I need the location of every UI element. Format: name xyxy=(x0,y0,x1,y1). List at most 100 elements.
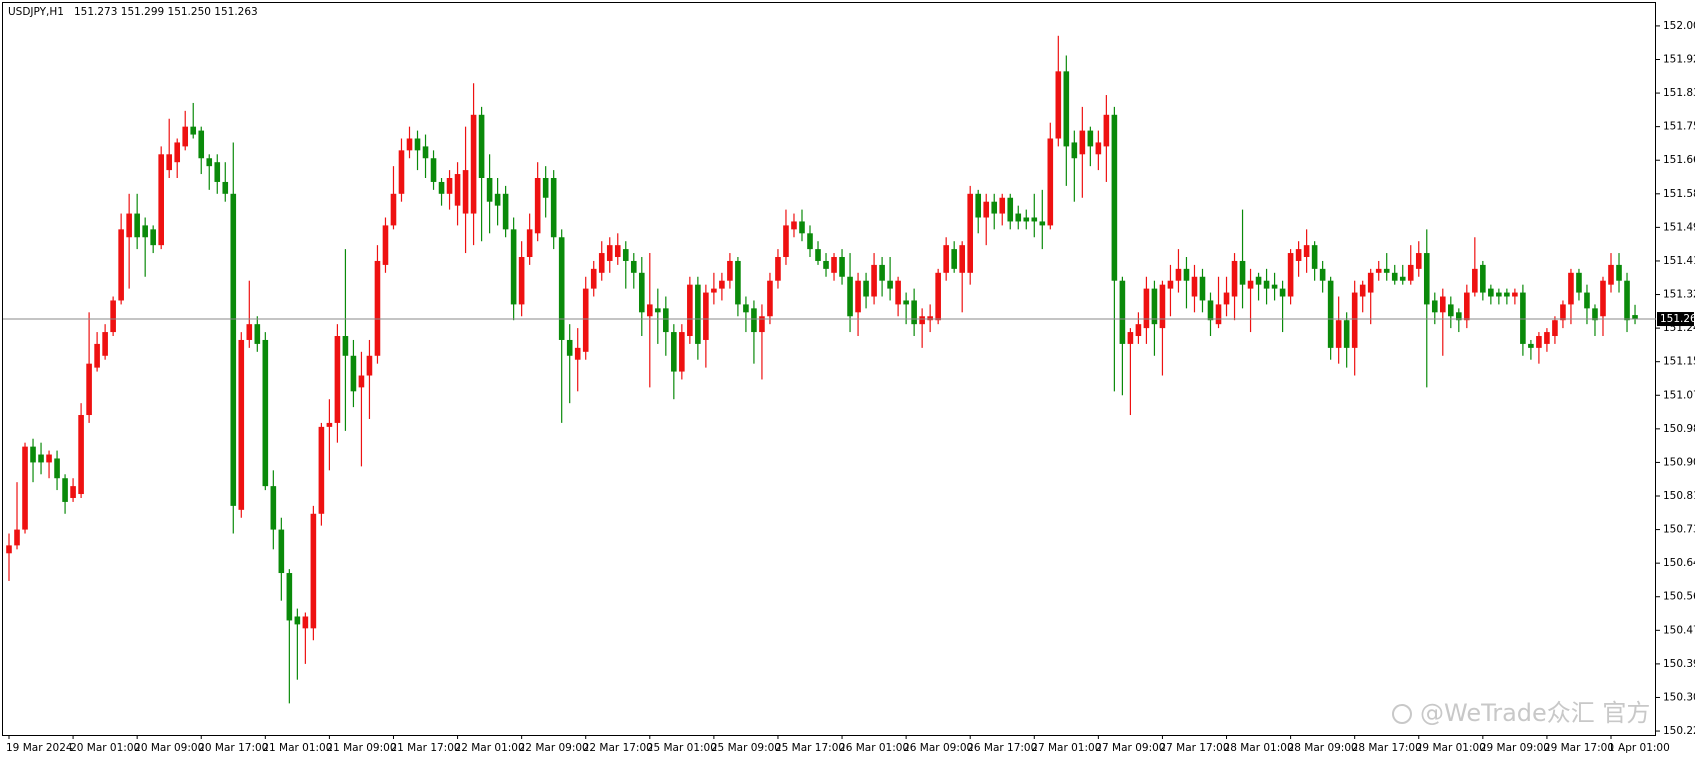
candle-body xyxy=(398,150,405,194)
x-tick-label: 22 Mar 17:00 xyxy=(583,742,653,754)
y-tick-label: 151.495 xyxy=(1663,221,1695,233)
candle-body xyxy=(1520,292,1526,344)
y-tick-label: 151.155 xyxy=(1663,356,1695,368)
candle-body xyxy=(1600,280,1606,317)
candle-body xyxy=(38,454,44,463)
x-tick-label: 22 Mar 09:00 xyxy=(519,742,589,754)
candle-body xyxy=(1375,268,1382,273)
candle-body xyxy=(727,260,733,281)
x-tick-label: 26 Mar 01:00 xyxy=(839,742,909,754)
candle-body xyxy=(110,300,116,333)
candle-body xyxy=(871,264,877,297)
candle-body xyxy=(1576,272,1582,293)
watermark: @WeTrade众汇 官方 xyxy=(1420,699,1650,727)
candle-body xyxy=(1279,288,1286,297)
candle-body xyxy=(614,245,621,258)
candle-body xyxy=(935,272,941,321)
candle-body xyxy=(606,245,613,261)
candle-body xyxy=(815,249,821,261)
y-tick-label: 151.580 xyxy=(1663,188,1695,200)
candle-body xyxy=(214,162,221,182)
candle-body xyxy=(887,280,893,289)
candle-body xyxy=(454,174,461,206)
candle-body xyxy=(1448,304,1454,317)
candle-body xyxy=(911,300,917,325)
y-tick-label: 151.750 xyxy=(1663,121,1695,133)
x-tick-label: 25 Mar 17:00 xyxy=(775,742,845,754)
y-tick-label: 151.070 xyxy=(1663,389,1695,401)
candle-body xyxy=(1351,292,1358,348)
candle-body xyxy=(638,272,645,313)
candle-body xyxy=(903,300,909,305)
candle-body xyxy=(1592,308,1598,321)
candle-body xyxy=(919,316,925,325)
x-tick-label: 21 Mar 09:00 xyxy=(326,742,396,754)
x-tick-label: 28 Mar 01:00 xyxy=(1224,742,1294,754)
candle-body xyxy=(1319,268,1326,281)
candle-body xyxy=(1423,253,1430,305)
candle-body xyxy=(1183,268,1190,281)
x-tick-label: 21 Mar 01:00 xyxy=(262,742,332,754)
x-tick-label: 27 Mar 01:00 xyxy=(1031,742,1101,754)
x-tick-label: 29 Mar 17:00 xyxy=(1544,742,1614,754)
candle-body xyxy=(550,178,557,238)
candle-body xyxy=(807,233,813,250)
candle-body xyxy=(1456,312,1462,321)
candle-body xyxy=(1472,268,1478,293)
candle-body xyxy=(1135,324,1142,337)
candle-body xyxy=(1335,320,1342,348)
candle-body xyxy=(406,138,413,151)
candle-body xyxy=(54,458,60,479)
candle-body xyxy=(1199,276,1206,301)
x-tick-label: 29 Mar 09:00 xyxy=(1480,742,1550,754)
candle-body xyxy=(743,304,749,313)
candle-body xyxy=(1159,284,1166,329)
candle-body xyxy=(374,260,381,356)
candle-body xyxy=(1560,304,1566,321)
candle-body xyxy=(975,193,982,218)
candle-body xyxy=(1231,260,1238,297)
candle-body xyxy=(1143,288,1150,329)
candle-body xyxy=(582,288,589,352)
candle-body xyxy=(1367,272,1374,293)
y-tick-label: 150.815 xyxy=(1663,490,1695,502)
x-tick-label: 29 Mar 01:00 xyxy=(1416,742,1486,754)
candle-body xyxy=(278,529,285,574)
candle-body xyxy=(711,288,717,293)
candle-body xyxy=(1063,71,1070,147)
candle-body xyxy=(462,170,469,214)
candle-body xyxy=(622,249,629,261)
candle-body xyxy=(94,343,100,368)
plot-frame xyxy=(2,2,1656,736)
candle-body xyxy=(430,158,437,182)
candle-body xyxy=(1071,142,1078,159)
x-tick-label: 1 Apr 01:00 xyxy=(1608,742,1670,754)
candle-body xyxy=(1095,142,1102,155)
candle-body xyxy=(230,193,237,506)
candle-body xyxy=(1191,276,1198,297)
candle-body xyxy=(655,308,661,313)
candle-body xyxy=(222,181,229,194)
candle-body xyxy=(158,154,164,246)
y-tick-label: 150.475 xyxy=(1663,624,1695,636)
y-tick-label: 150.985 xyxy=(1663,423,1695,435)
x-tick-label: 27 Mar 09:00 xyxy=(1095,742,1165,754)
candle-body xyxy=(863,280,869,297)
candle-body xyxy=(558,237,565,340)
candle-body xyxy=(78,415,84,495)
y-tick-label: 151.920 xyxy=(1663,53,1695,65)
candle-body xyxy=(126,213,132,238)
y-tick-label: 150.730 xyxy=(1663,524,1695,536)
candle-body xyxy=(1552,320,1558,337)
candle-body xyxy=(847,276,853,317)
y-tick-label: 150.305 xyxy=(1663,691,1695,703)
candle-body xyxy=(1287,253,1294,297)
candle-body xyxy=(1415,253,1422,269)
y-tick-label: 151.665 xyxy=(1663,154,1695,166)
price-label: 151.263 xyxy=(1660,313,1695,325)
x-tick-label: 27 Mar 17:00 xyxy=(1159,742,1229,754)
candle-body xyxy=(1632,315,1638,320)
candle-body xyxy=(150,229,156,246)
candle-body xyxy=(14,529,20,546)
candle-body xyxy=(1247,280,1254,289)
